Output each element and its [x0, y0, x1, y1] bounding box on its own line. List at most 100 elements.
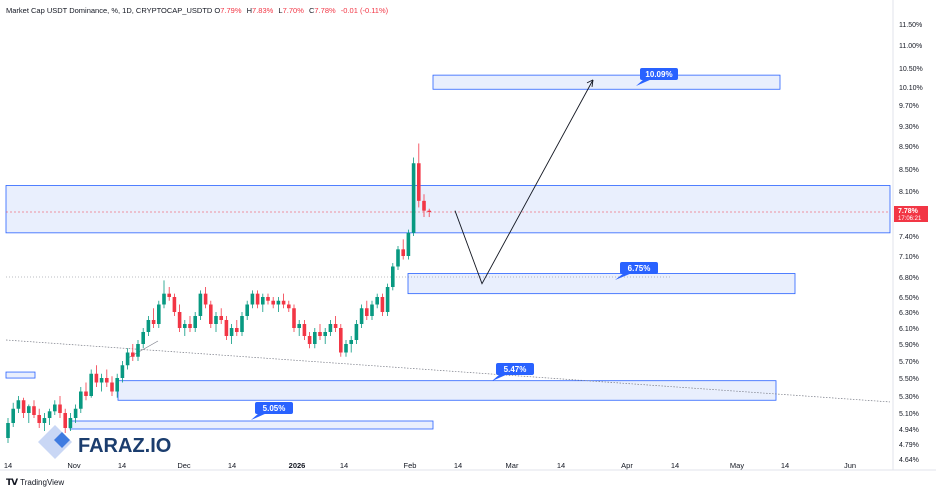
candle-body [198, 293, 203, 316]
candle-body [47, 411, 52, 418]
candle-body [94, 373, 99, 383]
y-tick-label: 6.80% [899, 275, 919, 282]
candle [120, 361, 125, 383]
y-tick-label: 5.70% [899, 359, 919, 366]
candle-body [6, 423, 10, 438]
candle [136, 340, 140, 361]
x-tick-label: 14 [340, 461, 348, 470]
candle-body [157, 304, 161, 324]
y-tick-label: 7.10% [899, 254, 919, 261]
watermark-logo-inner-icon [54, 432, 70, 448]
candle-body [333, 324, 338, 328]
x-tick-label: 14 [228, 461, 236, 470]
candle [349, 336, 353, 353]
y-tick-label: 8.90% [899, 144, 919, 151]
candle-body [302, 324, 307, 336]
candle-body [203, 293, 208, 305]
candle [16, 396, 21, 413]
candle [318, 324, 322, 340]
x-tick-label: Mar [506, 461, 519, 470]
candle [131, 344, 135, 361]
y-axis[interactable]: 11.50% 11.00% 10.50% 10.10% 9.70% 9.30% 8.90% 8… [892, 0, 928, 470]
candle-body [380, 297, 385, 312]
candle-body [307, 336, 312, 344]
candle [11, 402, 15, 427]
ohlc-open-value: 7.79% [220, 6, 242, 15]
x-tick-label: 14 [557, 461, 565, 470]
y-tick-label: 5.50% [899, 376, 919, 383]
projection-arrowhead-icon [586, 79, 594, 87]
y-tick-label: 6.10% [899, 326, 919, 333]
ohlc-high-value: 7.83% [252, 6, 274, 15]
candle [115, 373, 119, 398]
candle-body [385, 287, 390, 312]
symbol-title: Market Cap USDT Dominance, %, 1D, CRYPTO… [6, 6, 213, 15]
candle-body [53, 404, 57, 412]
zone-6-75-label: 6.75% [615, 262, 658, 280]
candle-body [276, 300, 281, 305]
y-tick-label: 9.30% [899, 124, 919, 131]
candle-body [287, 304, 291, 309]
y-tick-label: 4.64% [899, 457, 919, 464]
candle [380, 293, 385, 316]
candle-body [146, 320, 151, 332]
candle [94, 365, 99, 387]
x-tick-label: 14 [781, 461, 789, 470]
candle-body [411, 163, 416, 233]
candle [110, 376, 114, 396]
candle [406, 229, 411, 260]
candle [375, 293, 379, 309]
candle [42, 413, 47, 431]
label-text: 10.09% [645, 70, 672, 79]
candle [198, 290, 203, 320]
candle [266, 293, 270, 305]
projection-path [454, 79, 594, 285]
candle [292, 304, 296, 332]
candle [328, 320, 333, 336]
tradingview-footer[interactable]: 𝗧𝗩 TradingView [6, 477, 64, 488]
candle-body [32, 406, 36, 415]
candle [68, 413, 73, 431]
ohlc-low-label: L [278, 6, 283, 15]
y-tick-label: 6.50% [899, 295, 919, 302]
x-tick-label: Dec [177, 461, 191, 470]
y-tick-label: 7.40% [899, 234, 919, 241]
last-price-tag [894, 206, 928, 222]
candle [21, 397, 26, 418]
candle [359, 304, 364, 328]
y-tick-label: 11.50% [899, 22, 922, 29]
candle [58, 396, 62, 418]
candle [125, 348, 130, 370]
candle-body [401, 249, 405, 256]
candle-body [120, 365, 125, 378]
candle-body [63, 413, 67, 428]
candle-body [266, 297, 270, 301]
candle [151, 308, 156, 328]
candle-body [328, 324, 333, 332]
candle-body [105, 378, 109, 383]
candle [157, 300, 161, 328]
candle [427, 208, 431, 218]
x-tick-label: 14 [454, 461, 462, 470]
candle [79, 387, 83, 413]
candle-body [292, 308, 296, 328]
candle [209, 300, 213, 328]
x-tick-label: 14 [118, 461, 126, 470]
candle [422, 194, 426, 218]
x-axis[interactable]: 14 Nov 14 Dec 14 2026 14 Feb 14 Mar 14 Apr 14 May 14 Ju… [0, 461, 936, 471]
candle [203, 287, 208, 309]
y-tick-label: 8.50% [899, 167, 919, 174]
candle-body [214, 316, 218, 324]
candle [27, 404, 31, 423]
candle [177, 304, 182, 332]
candle-body [21, 400, 26, 413]
candle [37, 408, 41, 428]
candle-body [11, 408, 15, 423]
candle [287, 300, 291, 312]
label-box [496, 363, 534, 375]
candle [105, 369, 109, 387]
y-tick-label: 11.00% [899, 43, 922, 50]
candle [53, 400, 57, 415]
